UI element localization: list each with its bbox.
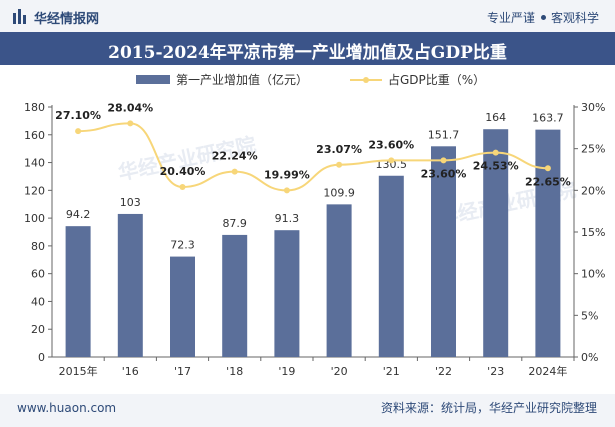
x-tick-label: '23 [487, 365, 504, 378]
bar [326, 204, 352, 357]
legend-line-label: 占GDP比重（%） [388, 72, 485, 87]
share-point [231, 168, 238, 175]
y-left-tick-label: 60 [31, 268, 45, 281]
y-left-tick-label: 100 [24, 212, 45, 225]
top-bar [0, 0, 615, 32]
y-right-tick-label: 30% [581, 101, 605, 114]
y-right-tick-label: 0% [581, 351, 598, 364]
share-line [78, 122, 548, 192]
y-left-tick-label: 160 [24, 129, 45, 142]
y-right-tick-label: 10% [581, 268, 605, 281]
combo-chart: 华经产业研究院华经产业研究院第一产业增加值（亿元）占GDP比重（%）020406… [24, 72, 605, 378]
bar [431, 146, 456, 357]
legend-bar-label: 第一产业增加值（亿元） [176, 72, 308, 87]
bar-value-label: 91.3 [275, 212, 300, 225]
y-left-tick-label: 20 [31, 323, 45, 336]
y-left-tick-label: 40 [31, 295, 45, 308]
slogan: 专业严谨 客观科学 [487, 9, 599, 26]
site-url[interactable]: www.huaon.com [17, 401, 117, 415]
brand-name: 华经情报网 [34, 12, 100, 27]
y-right-tick-label: 25% [581, 143, 605, 156]
bar [117, 213, 143, 357]
y-left-tick-label: 80 [31, 240, 45, 253]
footer-bar [0, 394, 615, 427]
huajing-logo-icon [13, 9, 26, 24]
bar-value-label: 87.9 [222, 217, 247, 230]
x-tick-label: '22 [435, 365, 452, 378]
x-tick-label: '17 [174, 365, 191, 378]
share-value-label: 19.99% [264, 168, 310, 181]
y-right-tick-label: 20% [581, 184, 605, 197]
share-value-label: 27.10% [55, 109, 101, 122]
share-point [75, 128, 82, 135]
y-left-tick-label: 180 [24, 101, 45, 114]
share-value-label: 23.60% [421, 167, 467, 180]
bar-value-label: 103 [120, 196, 141, 209]
x-tick-label: '16 [122, 365, 139, 378]
y-right-tick-label: 15% [581, 226, 605, 239]
y-left-tick-label: 120 [24, 184, 45, 197]
bar [274, 230, 300, 357]
bar [483, 129, 509, 357]
bar [65, 226, 91, 357]
bar [170, 256, 195, 357]
share-value-label: 23.07% [316, 143, 362, 156]
share-point [544, 165, 551, 172]
bar-value-label: 151.7 [428, 128, 460, 141]
bar-value-label: 163.7 [532, 112, 564, 125]
share-point [127, 120, 134, 127]
y-left-tick-label: 140 [24, 157, 45, 170]
bar [222, 234, 248, 357]
share-value-label: 24.53% [473, 160, 519, 173]
x-tick-label: '20 [331, 365, 348, 378]
share-point [492, 149, 499, 156]
slogan-left: 专业严谨 [486, 11, 535, 25]
share-value-label: 22.65% [525, 175, 571, 188]
share-point [283, 187, 290, 194]
bar-value-label: 109.9 [323, 186, 355, 199]
x-tick-label: '18 [226, 365, 243, 378]
share-point [440, 157, 447, 164]
y-right-tick-label: 5% [581, 309, 598, 322]
title-bar [0, 32, 615, 65]
chart-title: 2015-2024年平凉市第一产业增加值及占GDP比重 [108, 43, 507, 63]
bullet-icon [540, 15, 546, 20]
x-tick-label: '21 [383, 365, 400, 378]
source-note: 资料来源：统计局，华经产业研究院整理 [380, 401, 597, 415]
x-tick-label: 2015年 [59, 364, 98, 378]
share-point [336, 161, 343, 168]
share-point [388, 157, 395, 164]
bar-value-label: 94.2 [66, 208, 91, 221]
legend-line-marker [363, 77, 369, 83]
share-value-label: 23.60% [368, 138, 414, 151]
share-value-label: 20.40% [160, 165, 206, 178]
bar [378, 175, 404, 357]
slogan-right: 客观科学 [550, 11, 599, 25]
y-left-tick-label: 0 [38, 351, 45, 364]
x-tick-label: 2024年 [528, 364, 567, 378]
bar [535, 129, 561, 357]
legend-bar-swatch [136, 75, 170, 84]
share-value-label: 22.24% [212, 150, 258, 163]
share-value-label: 28.04% [107, 101, 153, 114]
bar-value-label: 72.3 [170, 239, 195, 252]
x-tick-label: '19 [278, 365, 295, 378]
share-point [179, 184, 186, 190]
bar-value-label: 164 [485, 111, 506, 124]
